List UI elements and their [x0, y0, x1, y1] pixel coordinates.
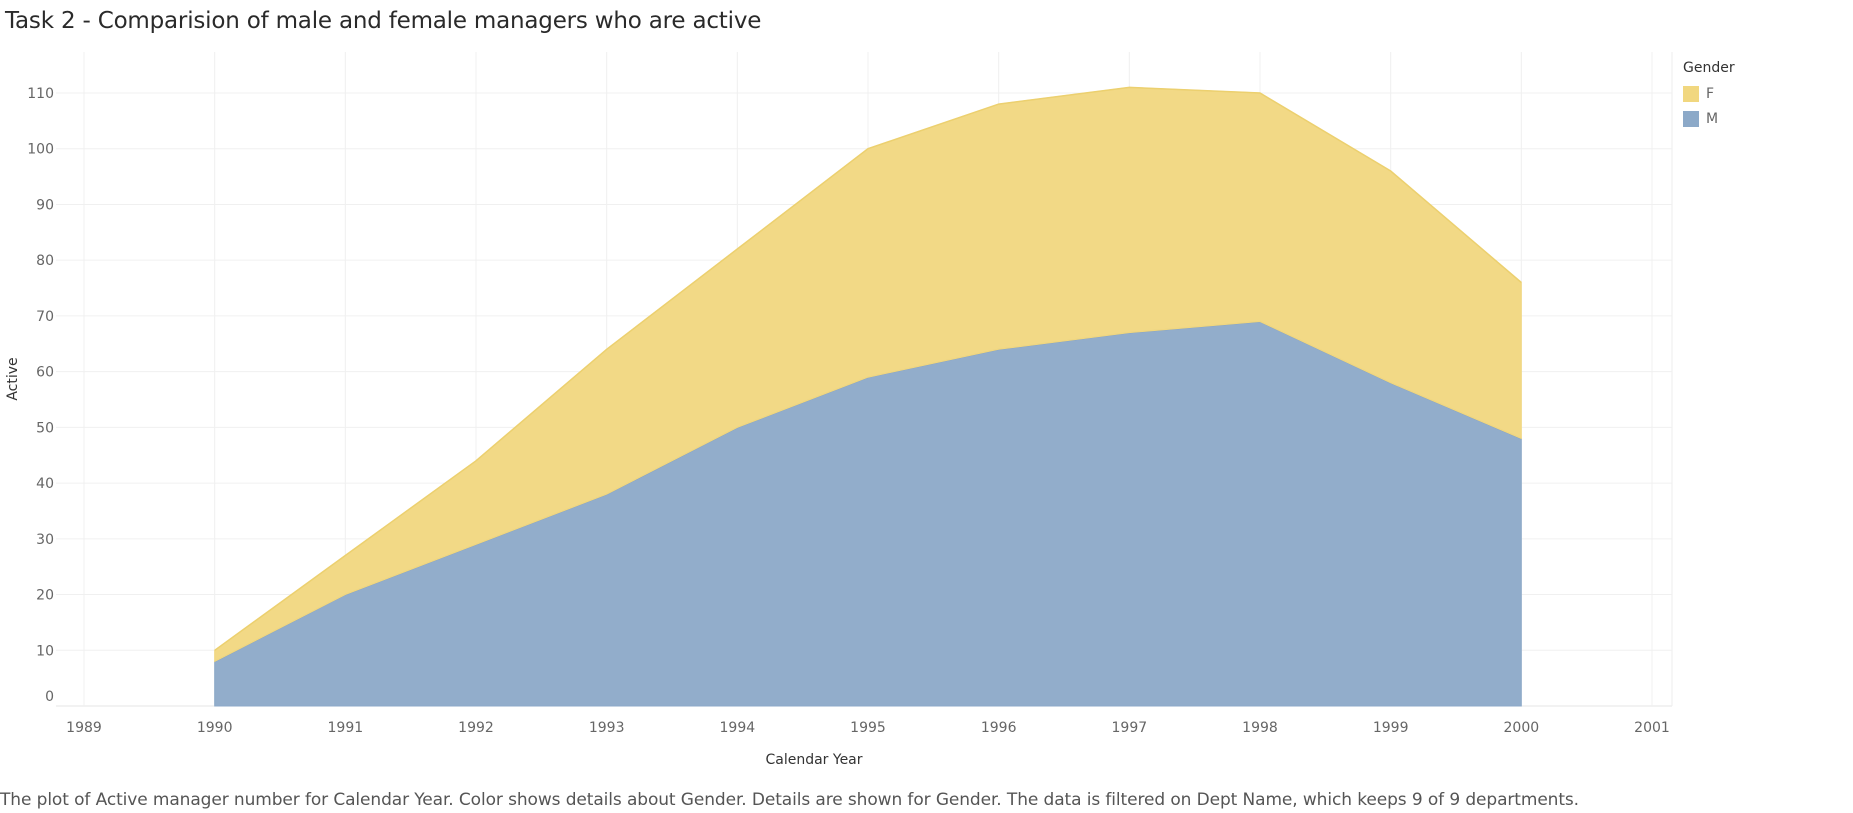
- x-tick-label: 1996: [981, 720, 1017, 736]
- y-tick-label: 10: [36, 643, 54, 659]
- data-point-f[interactable]: [213, 648, 217, 652]
- data-point-f[interactable]: [474, 459, 478, 463]
- areas: [213, 85, 1523, 707]
- y-axis-title: Active: [5, 357, 21, 400]
- legend-swatch-f: [1683, 85, 1699, 102]
- data-point-f[interactable]: [343, 554, 347, 558]
- x-axis-title: Calendar Year: [765, 752, 862, 768]
- y-tick-label: 50: [36, 420, 54, 436]
- x-tick-label: 1997: [1112, 720, 1148, 736]
- x-tick-label: 1989: [66, 720, 102, 736]
- data-point-f[interactable]: [1389, 169, 1393, 173]
- data-point-f[interactable]: [997, 102, 1001, 106]
- y-tick-label: 100: [27, 142, 54, 158]
- x-tick-label: 1992: [458, 720, 494, 736]
- y-tick-label: 20: [36, 588, 54, 604]
- x-tick-label: 2000: [1504, 720, 1540, 736]
- x-tick-label: 1994: [720, 720, 756, 736]
- legend: Gender F M: [1683, 60, 1735, 131]
- data-point-f[interactable]: [605, 347, 609, 351]
- y-tick-label: 70: [36, 309, 54, 325]
- data-point-f[interactable]: [735, 247, 739, 251]
- data-point-f[interactable]: [866, 147, 870, 151]
- x-tick-label: 1998: [1242, 720, 1278, 736]
- x-axis-ticks: 1989 1990 1991 1992 1993 1994 1995 1996 1997 1998…: [66, 720, 1670, 736]
- y-tick-label: 90: [36, 197, 54, 213]
- x-tick-label: 2001: [1634, 720, 1670, 736]
- legend-title: Gender: [1683, 60, 1735, 76]
- area-edge-f: [214, 86, 1522, 651]
- y-tick-label: 60: [36, 365, 54, 381]
- chart-caption: The plot of Active manager number for Ca…: [0, 790, 1579, 810]
- x-tick-label: 1993: [589, 720, 625, 736]
- x-tick-label: 1995: [850, 720, 886, 736]
- y-tick-label: 40: [36, 476, 54, 492]
- y-tick-label: 0: [45, 689, 54, 705]
- legend-label-f: F: [1706, 85, 1715, 102]
- x-tick-label: 1999: [1373, 720, 1409, 736]
- y-tick-label: 30: [36, 532, 54, 548]
- y-axis-ticks: 0 10 20 30 40 50 60 70 80 90 100 110: [27, 86, 54, 705]
- data-point-f[interactable]: [1258, 91, 1262, 95]
- data-point-f[interactable]: [1127, 85, 1131, 89]
- x-tick-label: 1990: [197, 720, 233, 736]
- legend-label-m: M: [1706, 110, 1719, 127]
- legend-item-f[interactable]: F: [1683, 81, 1735, 106]
- legend-swatch-m: [1683, 110, 1699, 127]
- y-tick-label: 110: [27, 86, 54, 102]
- y-tick-label: 80: [36, 253, 54, 269]
- page-title: Task 2 - Comparision of male and female …: [5, 8, 762, 34]
- data-point-f[interactable]: [1519, 281, 1523, 285]
- x-tick-label: 1991: [328, 720, 364, 736]
- legend-item-m[interactable]: M: [1683, 106, 1735, 131]
